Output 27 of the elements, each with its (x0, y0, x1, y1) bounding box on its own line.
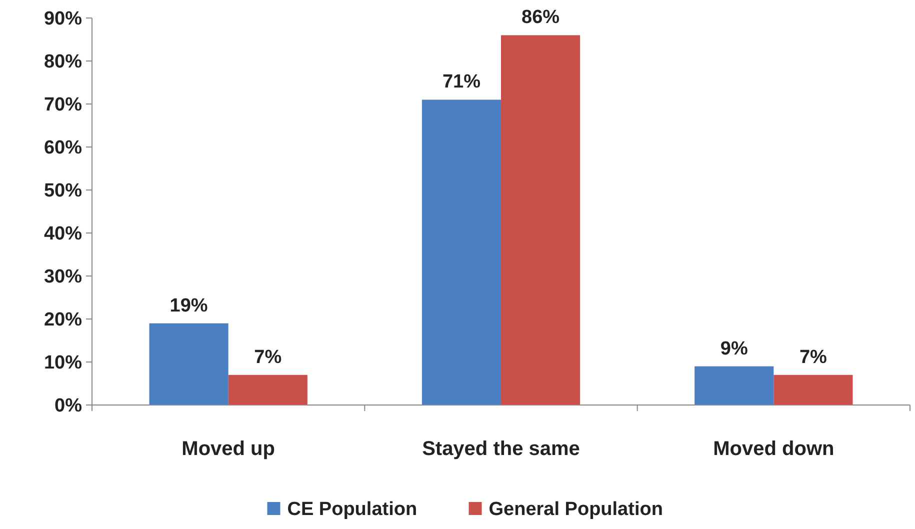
data-label: 19% (170, 295, 208, 316)
y-tick-label: 30% (44, 266, 82, 288)
y-tick-label: 60% (44, 138, 82, 159)
bar (149, 323, 228, 405)
bar (501, 35, 580, 405)
legend-label: General Population (488, 499, 663, 520)
y-tick-label: 90% (44, 8, 82, 30)
legend-label: CE Population (287, 499, 418, 520)
y-tick-label: 70% (44, 94, 82, 116)
x-tick-label: Moved up (182, 438, 276, 460)
y-tick-label: 80% (44, 52, 82, 73)
bar (228, 374, 308, 405)
y-tick-label: 10% (44, 352, 82, 374)
x-tick-label: Stayed the same (422, 438, 580, 460)
y-tick-label: 40% (44, 224, 82, 245)
data-label: 9% (720, 338, 748, 360)
y-tick-label: 50% (44, 180, 82, 202)
bar (694, 366, 774, 405)
y-tick-label: 0% (54, 396, 82, 417)
data-label: 71% (442, 72, 481, 93)
data-label: 86% (522, 7, 560, 28)
data-label: 7% (254, 346, 282, 368)
bar (774, 374, 853, 405)
y-tick-label: 20% (44, 310, 82, 331)
data-label: 7% (799, 346, 828, 368)
x-tick-label: Moved down (713, 438, 834, 460)
bar (422, 100, 501, 405)
